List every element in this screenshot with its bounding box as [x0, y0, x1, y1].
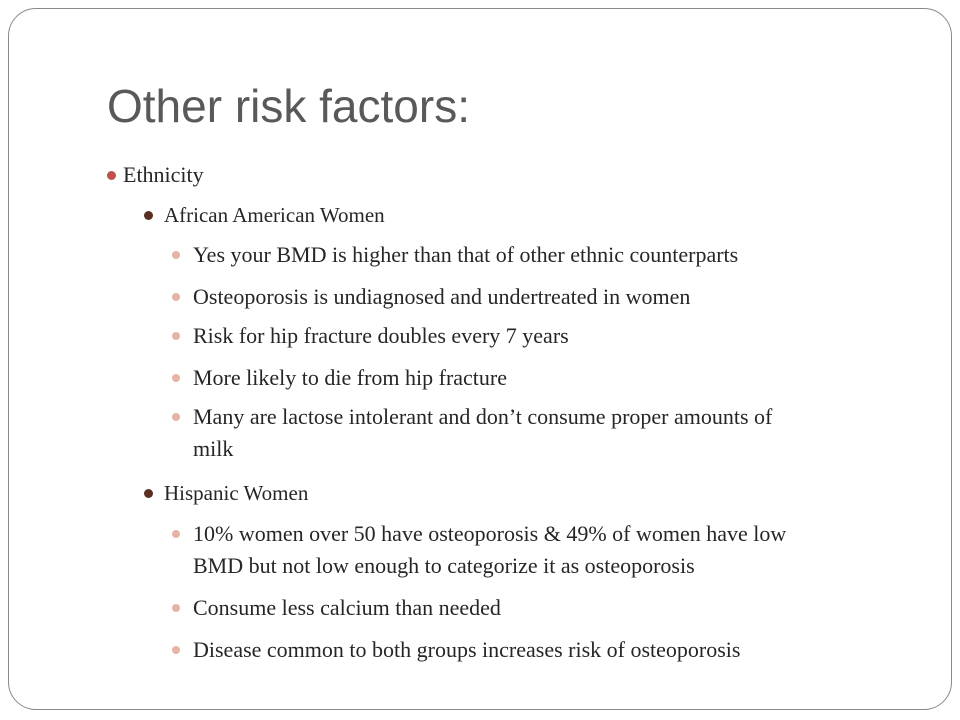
slide-title: Other risk factors:: [107, 80, 470, 132]
bullet-text: Yes your BMD is higher than that of othe…: [193, 242, 739, 267]
bullet-hispanic-women: Hispanic Women: [144, 480, 309, 506]
bullet-text: Disease common to both groups increases …: [193, 637, 741, 662]
bullet-undiagnosed: Osteoporosis is undiagnosed and undertre…: [172, 281, 691, 313]
bullet-dot: [172, 604, 180, 612]
bullet-text: Ethnicity: [123, 162, 204, 187]
bullet-die-from-fracture: More likely to die from hip fracture: [172, 362, 508, 394]
bullet-ethnicity: Ethnicity: [107, 162, 204, 188]
bullet-dot: [107, 171, 116, 180]
bullet-dot: [172, 374, 180, 382]
bullet-hip-fracture-risk: Risk for hip fracture doubles every 7 ye…: [172, 320, 569, 352]
bullet-dot: [172, 530, 180, 538]
bullet-dot: [172, 646, 180, 654]
bullet-dot: [144, 489, 153, 498]
bullet-bmd-higher: Yes your BMD is higher than that of othe…: [172, 239, 739, 271]
bullet-lactose-intolerant: Many are lactose intolerant and don’t co…: [172, 401, 773, 465]
bullet-text-continued: BMD but not low enough to categorize it …: [193, 553, 695, 578]
bullet-text: More likely to die from hip fracture: [193, 365, 508, 390]
bullet-text: Consume less calcium than needed: [193, 595, 501, 620]
bullet-text: African American Women: [164, 203, 385, 227]
bullet-african-american-women: African American Women: [144, 202, 385, 228]
bullet-dot: [172, 251, 180, 259]
bullet-osteoporosis-stats: 10% women over 50 have osteoporosis & 49…: [172, 518, 787, 582]
bullet-text: 10% women over 50 have osteoporosis & 49…: [193, 521, 787, 546]
bullet-text: Osteoporosis is undiagnosed and undertre…: [193, 284, 691, 309]
bullet-text-continued: milk: [193, 436, 234, 461]
bullet-text: Many are lactose intolerant and don’t co…: [193, 404, 773, 429]
bullet-less-calcium: Consume less calcium than needed: [172, 592, 501, 624]
slide-frame: [8, 8, 952, 710]
bullet-dot: [172, 413, 180, 421]
bullet-disease-common: Disease common to both groups increases …: [172, 634, 741, 666]
bullet-dot: [144, 211, 153, 220]
bullet-text: Risk for hip fracture doubles every 7 ye…: [193, 323, 569, 348]
bullet-text: Hispanic Women: [164, 481, 309, 505]
bullet-dot: [172, 293, 180, 301]
bullet-dot: [172, 332, 180, 340]
